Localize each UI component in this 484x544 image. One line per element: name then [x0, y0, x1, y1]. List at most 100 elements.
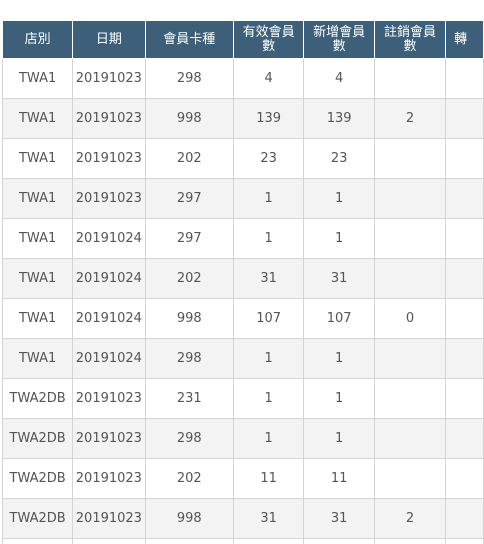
cell-transfer [445, 498, 484, 539]
cell-active: 1 [232, 338, 305, 379]
table-row[interactable]: TWA1 20191023 202 23 23 [1, 138, 484, 179]
table-row[interactable]: TWA2DB 20191023 298 1 1 [1, 418, 484, 459]
cell-card-type: 231 [144, 378, 234, 419]
cell-date: 20191024 [72, 218, 146, 259]
cell-transfer [445, 218, 484, 259]
cell-card-type: 298 [144, 58, 234, 99]
table-row[interactable] [1, 538, 484, 544]
cell-card-type: 998 [144, 498, 234, 539]
cell-card-type: 297 [144, 218, 234, 259]
cell-new: 139 [303, 98, 375, 139]
cell-active: 4 [232, 58, 305, 99]
cell-new: 1 [303, 338, 375, 379]
cell-date: 20191023 [72, 138, 146, 179]
cell-transfer [445, 58, 484, 99]
cell-store: TWA1 [1, 58, 74, 99]
cell-card-type: 298 [144, 418, 234, 459]
table-body: TWA1 20191023 298 4 4 TWA1 20191023 998 139 139 2 T… [1, 58, 484, 544]
header-cancelled-members[interactable]: 註銷會員數 [373, 20, 447, 59]
cell-active: 139 [232, 98, 305, 139]
cell-cancelled [373, 218, 447, 259]
header-date[interactable]: 日期 [72, 20, 146, 59]
cell-new: 1 [303, 218, 375, 259]
cell-cancelled [373, 538, 447, 544]
cell-new: 1 [303, 418, 375, 459]
cell-date: 20191023 [72, 98, 146, 139]
cell-cancelled [373, 378, 447, 419]
cell-transfer [445, 258, 484, 299]
table-row[interactable]: TWA2DB 20191023 998 31 31 2 [1, 498, 484, 539]
table-row[interactable]: TWA2DB 20191023 202 11 11 [1, 458, 484, 499]
cell-transfer [445, 138, 484, 179]
cell-store: TWA1 [1, 98, 74, 139]
cell-card-type: 998 [144, 298, 234, 339]
header-new-members[interactable]: 新增會員數 [303, 20, 375, 59]
cell-transfer [445, 458, 484, 499]
table-row[interactable]: TWA1 20191024 202 31 31 [1, 258, 484, 299]
cell-store [1, 538, 74, 544]
cell-new: 1 [303, 178, 375, 219]
cell-cancelled [373, 178, 447, 219]
header-active-members[interactable]: 有效會員數 [232, 20, 305, 59]
cell-active: 1 [232, 418, 305, 459]
cell-new: 11 [303, 458, 375, 499]
cell-cancelled [373, 458, 447, 499]
cell-date: 20191023 [72, 458, 146, 499]
cell-card-type [144, 538, 234, 544]
cell-date: 20191023 [72, 178, 146, 219]
cell-transfer [445, 378, 484, 419]
cell-store: TWA1 [1, 138, 74, 179]
cell-date: 20191023 [72, 378, 146, 419]
cell-date: 20191024 [72, 338, 146, 379]
cell-cancelled: 2 [373, 498, 447, 539]
header-card-type[interactable]: 會員卡種 [144, 20, 234, 59]
cell-active: 31 [232, 258, 305, 299]
cell-active: 1 [232, 178, 305, 219]
table-row[interactable]: TWA1 20191024 298 1 1 [1, 338, 484, 379]
cell-transfer [445, 178, 484, 219]
cell-date: 20191024 [72, 258, 146, 299]
cell-store: TWA1 [1, 338, 74, 379]
header-store[interactable]: 店別 [1, 20, 74, 59]
cell-card-type: 297 [144, 178, 234, 219]
cell-new: 1 [303, 378, 375, 419]
cell-card-type: 998 [144, 98, 234, 139]
table-row[interactable]: TWA1 20191024 297 1 1 [1, 218, 484, 259]
cell-date: 20191023 [72, 498, 146, 539]
cell-date: 20191023 [72, 418, 146, 459]
cell-store: TWA1 [1, 298, 74, 339]
cell-store: TWA2DB [1, 378, 74, 419]
cell-card-type: 202 [144, 138, 234, 179]
cell-store: TWA1 [1, 178, 74, 219]
cell-new: 107 [303, 298, 375, 339]
cell-active: 31 [232, 498, 305, 539]
cell-cancelled [373, 418, 447, 459]
table-row[interactable]: TWA1 20191023 297 1 1 [1, 178, 484, 219]
table-row[interactable]: TWA1 20191023 298 4 4 [1, 58, 484, 99]
cell-card-type: 202 [144, 458, 234, 499]
cell-active [232, 538, 305, 544]
cell-card-type: 298 [144, 338, 234, 379]
cell-active: 23 [232, 138, 305, 179]
header-transfer[interactable]: 轉 [445, 20, 484, 59]
cell-store: TWA1 [1, 218, 74, 259]
cell-transfer [445, 338, 484, 379]
cell-active: 11 [232, 458, 305, 499]
cell-transfer [445, 538, 484, 544]
cell-date: 20191024 [72, 298, 146, 339]
cell-active: 107 [232, 298, 305, 339]
cell-date: 20191023 [72, 58, 146, 99]
table-row[interactable]: TWA2DB 20191023 231 1 1 [1, 378, 484, 419]
cell-transfer [445, 298, 484, 339]
cell-cancelled [373, 338, 447, 379]
cell-cancelled: 2 [373, 98, 447, 139]
cell-active: 1 [232, 378, 305, 419]
table-row[interactable]: TWA1 20191024 998 107 107 0 [1, 298, 484, 339]
table-row[interactable]: TWA1 20191023 998 139 139 2 [1, 98, 484, 139]
cell-active: 1 [232, 218, 305, 259]
cell-store: TWA2DB [1, 418, 74, 459]
cell-store: TWA2DB [1, 458, 74, 499]
cell-new: 31 [303, 258, 375, 299]
cell-cancelled [373, 258, 447, 299]
